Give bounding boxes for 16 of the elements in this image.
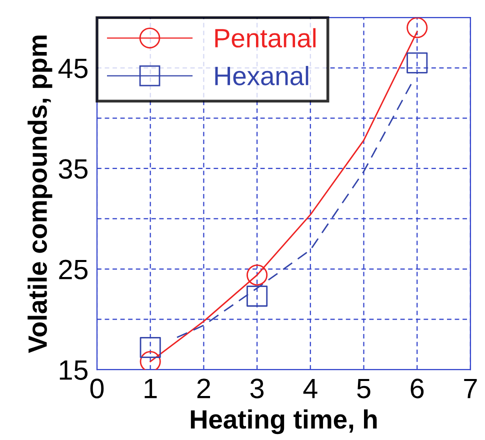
y-axis-title: Volatile compounds, ppm — [28, 36, 52, 353]
x-axis-title: Heating time, h — [190, 409, 377, 434]
x-tick-label: 6 — [410, 378, 424, 398]
y-tick-label: 25 — [59, 260, 88, 280]
x-tick-label: 1 — [144, 378, 157, 398]
x-tick-label: 5 — [357, 378, 370, 398]
legend-label: Pentanal — [215, 28, 316, 48]
x-tick-label: 0 — [90, 378, 104, 398]
y-tick-label: 45 — [58, 58, 88, 78]
x-tick-label: 3 — [250, 378, 264, 398]
x-tick-label: 4 — [303, 378, 318, 398]
y-tick-label: 35 — [58, 159, 88, 179]
y-tick-label: 15 — [60, 360, 88, 380]
x-tick-label: 2 — [197, 378, 210, 398]
x-tick-label: 7 — [464, 378, 477, 398]
legend-label: Hexanal — [215, 66, 308, 86]
